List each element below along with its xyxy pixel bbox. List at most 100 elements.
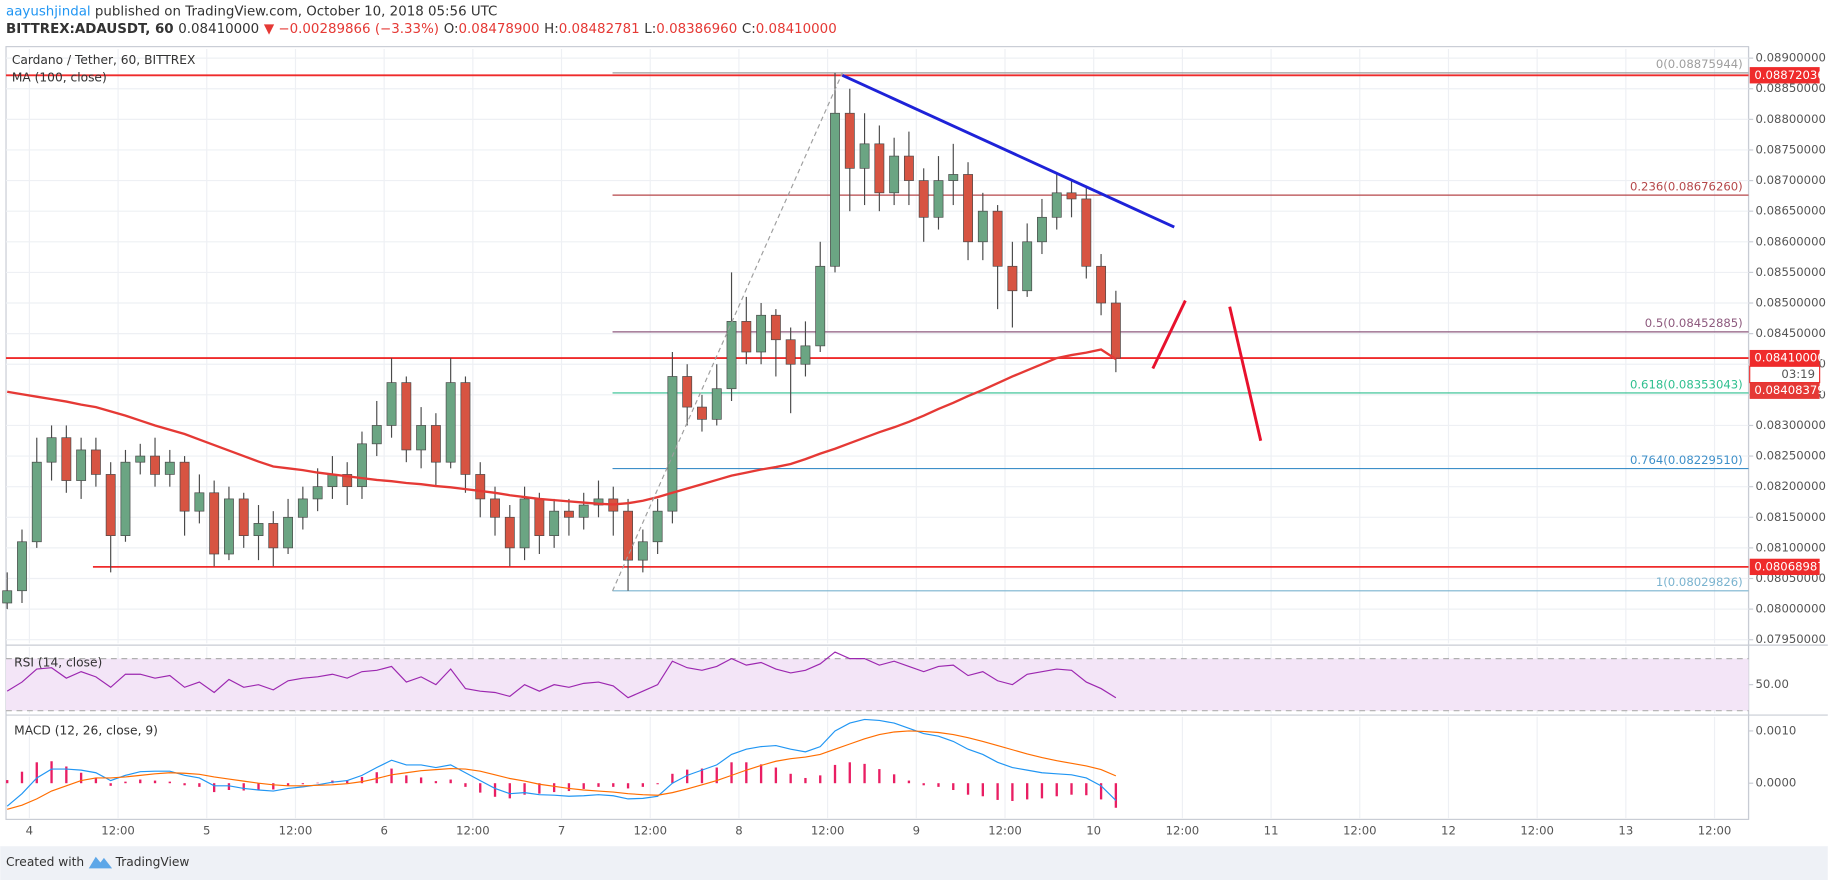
- x-tick-label: 9: [913, 824, 920, 838]
- ohlc-key: C:: [742, 22, 756, 37]
- x-tick-label: 12:00: [456, 824, 490, 838]
- brand-logo[interactable]: [88, 856, 113, 869]
- ohlc-value: 0.08410000: [756, 22, 837, 37]
- macd-histogram-bar: [700, 768, 704, 784]
- macd-histogram-bar: [168, 781, 171, 784]
- fib-label: 0.764(0.08229510): [1630, 453, 1743, 467]
- x-tick-label: 10: [1086, 824, 1101, 838]
- candle-body: [224, 498, 234, 555]
- macd-histogram-bar: [523, 783, 526, 795]
- y-tick-label: 50.00: [1756, 677, 1789, 691]
- macd-histogram-bar: [346, 780, 349, 784]
- ohlc-value: 0.08478900: [459, 22, 540, 37]
- candle-body: [46, 437, 57, 463]
- candle-body: [534, 498, 545, 536]
- countdown-label: 03:19: [1781, 367, 1815, 381]
- candle-body: [268, 523, 279, 549]
- x-tick-label: 12:00: [988, 824, 1022, 838]
- candle-body: [120, 461, 131, 536]
- y-tick-label: 0.08650000: [1756, 204, 1826, 218]
- fib-label: 0.236(0.08676260): [1630, 179, 1743, 193]
- macd-histogram-bar: [1114, 783, 1118, 808]
- candle-body: [770, 314, 781, 341]
- x-tick-label: 7: [558, 824, 565, 838]
- y-tick-label: 0.07950000: [1756, 632, 1826, 646]
- candle-body: [830, 112, 840, 267]
- y-tick-label: 0.08850000: [1756, 81, 1826, 95]
- trend-line: [841, 73, 1175, 229]
- macd-histogram-bar: [907, 780, 911, 784]
- ohlc-key: H:: [544, 22, 559, 37]
- macd-histogram-bar: [759, 764, 763, 784]
- ma-last-box: [1749, 382, 1820, 399]
- fib-label: 0.618(0.08353043): [1630, 377, 1743, 391]
- macd-histogram-bar: [405, 775, 408, 784]
- macd-histogram-bar: [1085, 783, 1088, 796]
- candle-body: [918, 180, 929, 218]
- x-tick-label: 12:00: [1698, 824, 1732, 838]
- candle-body: [164, 461, 175, 475]
- macd-histogram-bar: [597, 783, 600, 787]
- price-label: 0.08872036: [1754, 68, 1824, 82]
- x-tick-label: 12:00: [1166, 824, 1200, 838]
- candle-body: [504, 516, 515, 549]
- y-tick-label: 0.08000000: [1756, 602, 1826, 616]
- footer-brand[interactable]: TradingView: [115, 855, 190, 869]
- x-tick-label: 6: [380, 824, 387, 838]
- y-tick-label: 0.08800000: [1756, 112, 1826, 126]
- candle-body: [238, 498, 249, 536]
- moving-average: [7, 348, 1117, 506]
- macd-histogram-bar: [65, 766, 68, 784]
- candle-body: [283, 516, 294, 549]
- x-tick-label: 5: [203, 824, 210, 838]
- macd-histogram-bar: [6, 780, 9, 784]
- macd-histogram-bar: [79, 772, 83, 784]
- y-tick-label: 0.0010: [1756, 723, 1797, 737]
- x-tick-label: 12:00: [633, 824, 667, 838]
- macd-histogram-bar: [626, 783, 630, 789]
- candle-body: [490, 498, 500, 518]
- macd-histogram-bar: [686, 769, 689, 784]
- candle-body: [445, 382, 456, 463]
- candle-body: [844, 112, 855, 169]
- macd-histogram-bar: [996, 783, 999, 800]
- ohlc-key: O:: [444, 22, 459, 37]
- macd-histogram-bar: [212, 783, 216, 793]
- candle-body: [1081, 198, 1092, 267]
- macd-histogram-bar: [375, 772, 378, 784]
- candle-body: [726, 321, 737, 390]
- macd-histogram-bar: [50, 761, 53, 784]
- macd-histogram-bar: [848, 762, 851, 784]
- symbol: BITTREX:ADAUSDT, 60: [6, 22, 174, 37]
- y-tick-label: 0.08700000: [1756, 173, 1826, 187]
- macd-histogram-bar: [745, 762, 748, 784]
- trend-line: [1228, 306, 1263, 442]
- macd-histogram-bar: [360, 776, 364, 784]
- macd-histogram-bar: [35, 762, 38, 784]
- x-tick-label: 12: [1441, 824, 1456, 838]
- candle-body: [430, 425, 441, 463]
- macd-histogram-bar: [538, 783, 541, 794]
- macd-histogram-bar: [153, 780, 157, 784]
- published: published on TradingView.com, October 10…: [91, 5, 498, 20]
- ohlc-value: 0.08386960: [656, 22, 737, 37]
- macd-histogram-bar: [1099, 783, 1103, 800]
- ma-last-label: 0.08408379: [1754, 383, 1824, 397]
- y-tick-label: 0.08250000: [1756, 449, 1826, 463]
- candle-body: [874, 143, 885, 194]
- candle-body: [711, 388, 722, 420]
- x-tick-label: 12:00: [279, 824, 313, 838]
- author[interactable]: aayushjindal: [6, 5, 91, 20]
- candle-body: [667, 376, 678, 512]
- macd-histogram-bar: [612, 783, 615, 787]
- macd-histogram-bar: [567, 783, 571, 792]
- candle-body: [623, 510, 633, 561]
- macd-histogram-bar: [863, 763, 866, 784]
- fib-label: 1(0.08029826): [1656, 575, 1743, 589]
- y-tick-label: 0.08200000: [1756, 479, 1826, 493]
- macd-histogram-bar: [286, 783, 290, 786]
- macd-histogram-bar: [1026, 783, 1029, 800]
- candle-body: [179, 461, 190, 512]
